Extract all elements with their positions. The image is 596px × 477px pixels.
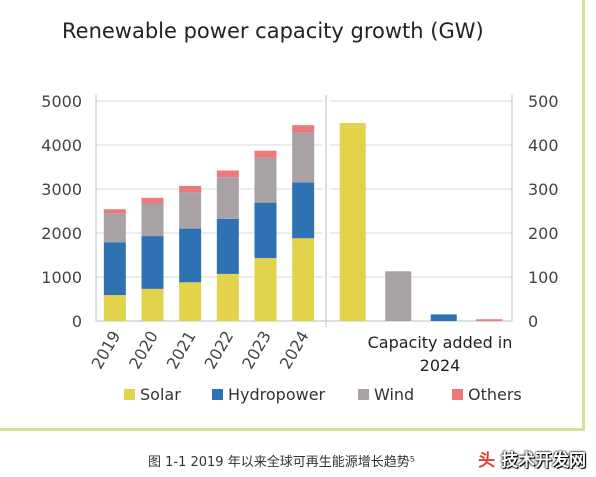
watermark-text: 技术开发网	[501, 451, 586, 471]
legend-label-wind: Wind	[374, 385, 414, 404]
added-bar-wind	[385, 271, 412, 321]
site-watermark: 头 技术开发网	[478, 446, 586, 471]
bar-hydropower-2022	[216, 218, 239, 274]
chart-frame: Renewable power capacity growth (GW) 0 100…	[0, 0, 585, 431]
bar-wind-2024	[292, 132, 315, 183]
legend-label-others: Others	[468, 385, 522, 404]
bar-solar-2020	[141, 288, 164, 321]
bar-hydropower-2019	[103, 242, 126, 296]
bar-others-2020	[141, 197, 164, 204]
bar-wind-2019	[103, 213, 126, 243]
x-tick-label: 2024	[276, 328, 313, 373]
bar-solar-2023	[254, 258, 277, 321]
x-tick-label: 2022	[200, 328, 237, 373]
bar-others-2023	[254, 150, 277, 158]
y-tick-label-left: 0	[72, 312, 82, 331]
x-tick-label: 2019	[87, 328, 124, 373]
y-tick-label-right: 200	[528, 224, 559, 243]
added-bar-others	[476, 319, 503, 321]
added-bar-hydropower	[430, 314, 457, 321]
y-tick-label-right: 400	[528, 136, 559, 155]
bar-wind-2023	[254, 157, 277, 203]
y-tick-label-right: 500	[528, 92, 559, 111]
y-tick-label-left: 1000	[41, 268, 82, 287]
bar-solar-2021	[179, 282, 202, 321]
bar-others-2024	[292, 125, 315, 133]
x-tick-label: 2023	[238, 328, 275, 373]
bar-solar-2024	[292, 238, 315, 321]
x-tick-label: 2021	[163, 328, 200, 373]
x-tick-label: 2020	[125, 328, 162, 373]
y-tick-label-right: 0	[528, 312, 538, 331]
y-tick-label-left: 2000	[41, 224, 82, 243]
bar-hydropower-2021	[179, 228, 202, 283]
bar-wind-2022	[216, 177, 239, 219]
legend-swatch-solar	[124, 389, 135, 400]
added-panel-label-line1: Capacity added in	[368, 333, 513, 352]
bar-others-2019	[103, 209, 126, 214]
y-tick-label-right: 100	[528, 268, 559, 287]
bar-solar-2019	[103, 295, 126, 321]
bar-wind-2021	[179, 192, 202, 229]
chart-title: Renewable power capacity growth (GW)	[62, 19, 484, 43]
watermark-lead: 头	[478, 451, 496, 471]
added-bar-solar	[339, 123, 366, 321]
y-tick-label-left: 5000	[41, 92, 82, 111]
bar-solar-2022	[216, 273, 239, 321]
y-tick-label-left: 3000	[41, 180, 82, 199]
legend-swatch-others	[452, 389, 463, 400]
y-tick-label-left: 4000	[41, 136, 82, 155]
bar-others-2021	[179, 185, 202, 193]
legend-label-hydropower: Hydropower	[228, 385, 326, 404]
bar-hydropower-2024	[292, 182, 315, 239]
legend-swatch-hydropower	[212, 389, 223, 400]
legend-swatch-wind	[358, 389, 369, 400]
bar-hydropower-2023	[254, 202, 277, 259]
added-panel-label-line2: 2024	[420, 356, 461, 375]
bar-others-2022	[216, 170, 239, 178]
renewable-capacity-chart: Renewable power capacity growth (GW) 0 100…	[41, 19, 559, 404]
legend-label-solar: Solar	[140, 385, 181, 404]
bar-wind-2020	[141, 203, 164, 237]
bar-hydropower-2020	[141, 236, 164, 289]
figure-caption: 图 1-1 2019 年以来全球可再生能源增长趋势⁵	[148, 455, 415, 470]
y-tick-label-right: 300	[528, 180, 559, 199]
